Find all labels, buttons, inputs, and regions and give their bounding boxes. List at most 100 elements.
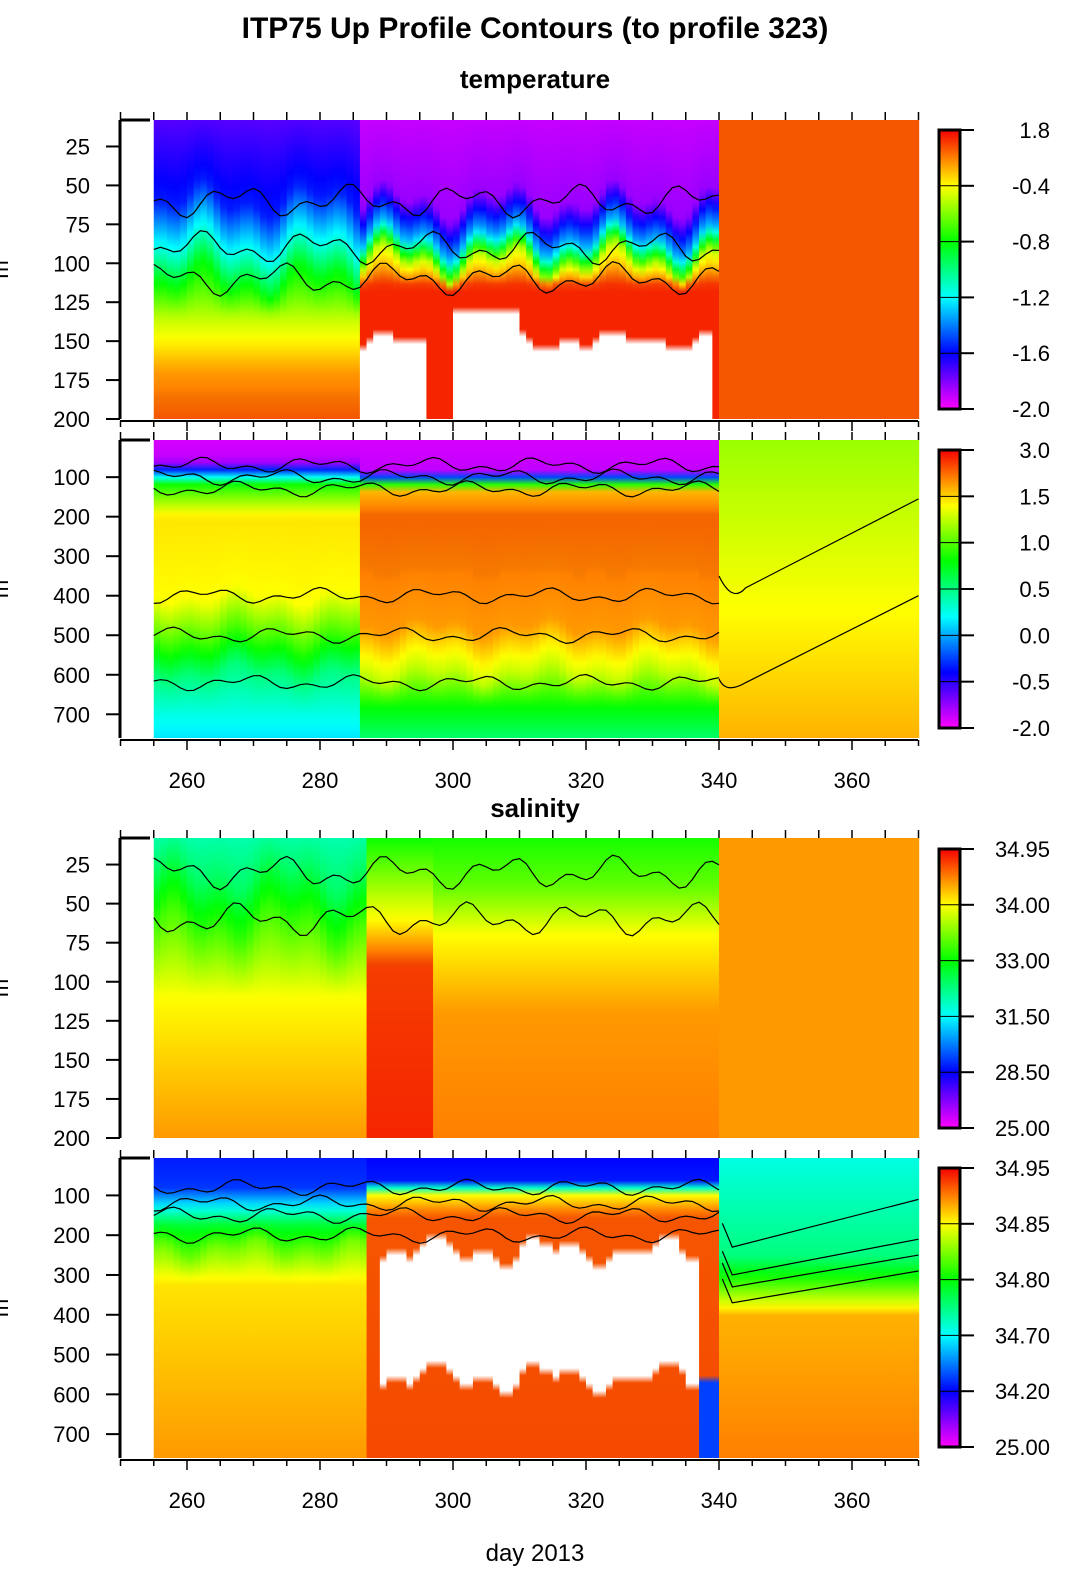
field-column [652, 1158, 660, 1458]
y-tick-label: 200 [53, 1126, 90, 1151]
field-column [719, 440, 727, 738]
y-tick-label: 100 [53, 1183, 90, 1208]
colorbar-tick-label: 28.50 [995, 1060, 1050, 1085]
field-column [639, 120, 647, 419]
field-column [206, 120, 215, 419]
field-column [306, 838, 315, 1138]
field-column [559, 1158, 567, 1458]
field-column [592, 838, 600, 1138]
field-column [745, 838, 753, 1138]
field-column [798, 1158, 807, 1458]
field-column [226, 838, 235, 1138]
panel-3: 100 200 300 400 500 600 700 m 260 280 300 320 340 360… [0, 1150, 1050, 1513]
x-tick-label: 360 [834, 1488, 871, 1513]
field-column [559, 838, 567, 1138]
field-column [293, 838, 301, 1138]
field-column [778, 1158, 787, 1458]
field-column [246, 120, 255, 419]
field-column [286, 120, 295, 419]
field-column [785, 120, 793, 419]
y-tick-label: 100 [53, 251, 90, 276]
field-column [712, 440, 720, 738]
field-column [752, 838, 760, 1138]
field-column [625, 440, 634, 738]
field-column [226, 1158, 235, 1458]
field-column [572, 120, 581, 419]
field-column [625, 1158, 634, 1458]
field-column [160, 440, 168, 738]
field-column [366, 838, 374, 1138]
field-column [193, 120, 201, 419]
x-tick-label: 340 [701, 1488, 738, 1513]
field-column [572, 838, 581, 1138]
field-column [685, 1158, 694, 1458]
field-column [905, 120, 913, 419]
field-column [353, 838, 361, 1138]
field-column [300, 120, 308, 419]
field-column [639, 1158, 647, 1458]
field-column [399, 440, 408, 738]
field-column [213, 1158, 221, 1458]
field-column [446, 838, 454, 1138]
field-column [339, 120, 348, 419]
field-column [220, 1158, 228, 1458]
field-column [426, 440, 434, 738]
field-column [472, 838, 481, 1138]
field-column [838, 440, 847, 738]
field-column [466, 120, 474, 419]
field-column [871, 838, 880, 1138]
field-column [858, 440, 866, 738]
field-column [758, 1158, 767, 1458]
field-column [226, 120, 235, 419]
field-column [359, 120, 368, 419]
field-column [738, 1158, 747, 1458]
field-column [293, 1158, 301, 1458]
field-column [167, 120, 175, 419]
field-column [526, 440, 534, 738]
field-column [526, 1158, 534, 1458]
field-column [858, 120, 866, 419]
y-tick-label: 200 [53, 1223, 90, 1248]
field-column [206, 440, 215, 738]
x-tick-label: 340 [701, 768, 738, 793]
field-column [586, 120, 594, 419]
field-column [213, 838, 221, 1138]
field-column [499, 1158, 507, 1458]
field-column [532, 838, 541, 1138]
contour-line [153, 626, 720, 645]
field-column [552, 1158, 561, 1458]
contour-line [153, 1206, 720, 1225]
field-column [725, 1158, 733, 1458]
field-column [891, 838, 900, 1138]
field-column [153, 838, 162, 1138]
contour-line [153, 480, 720, 498]
field-column [373, 838, 381, 1138]
contour-line [153, 586, 720, 605]
field-column [719, 1158, 727, 1458]
field-column [379, 838, 388, 1138]
field-column [220, 120, 228, 419]
field-column [406, 1158, 414, 1458]
field-column [898, 838, 906, 1138]
field-column [719, 838, 727, 1138]
field-column [752, 120, 760, 419]
field-column [313, 120, 321, 419]
field-column [891, 1158, 900, 1458]
field-column [260, 440, 268, 738]
contour-line [153, 673, 720, 692]
field-column [187, 838, 195, 1138]
field-column [499, 440, 507, 738]
field-column [639, 838, 647, 1138]
figure-title: ITP75 Up Profile Contours (to profile 32… [0, 12, 1070, 46]
field-column [459, 440, 467, 738]
field-column [732, 1158, 740, 1458]
field-column [339, 838, 348, 1138]
field-column [293, 120, 301, 419]
field-column [818, 1158, 827, 1458]
y-axis-label: m [0, 1299, 13, 1317]
field-column [871, 1158, 880, 1458]
field-column [266, 440, 275, 738]
x-tick-label: 320 [568, 1488, 605, 1513]
colorbar-tick-label: 25.00 [995, 1435, 1050, 1460]
field-column [260, 1158, 268, 1458]
